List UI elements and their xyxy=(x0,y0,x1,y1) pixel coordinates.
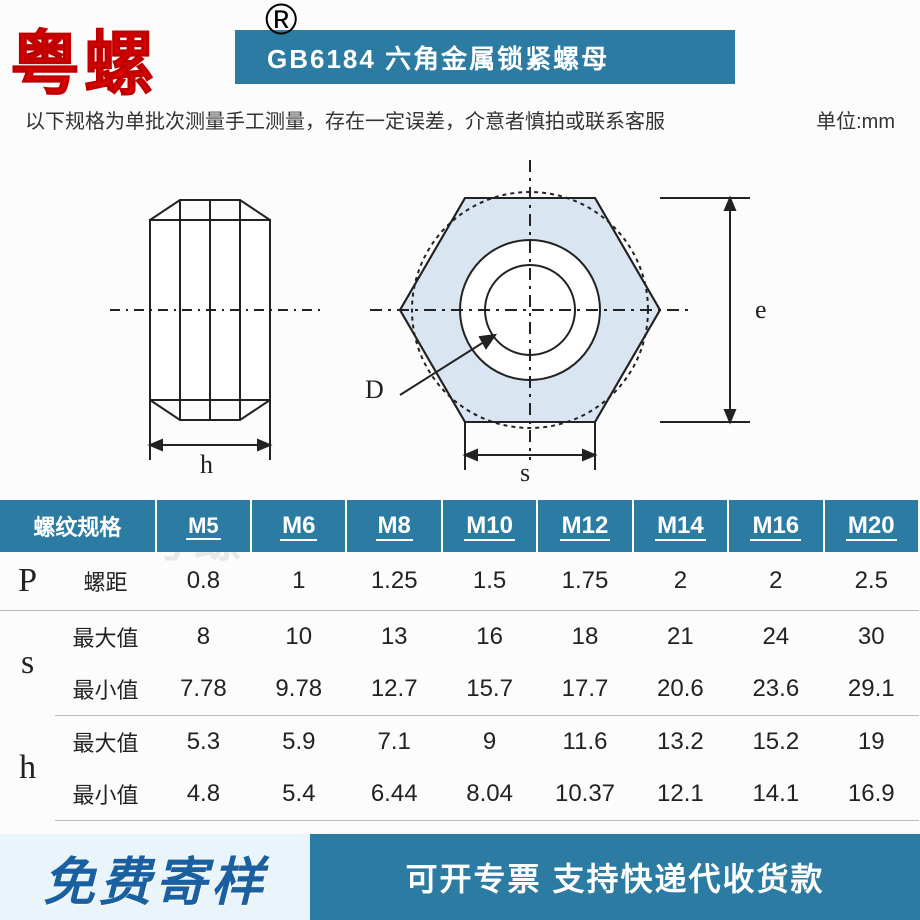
cell-value: 13 xyxy=(346,611,441,664)
cell-value: 1.25 xyxy=(346,552,441,611)
row-label: 最小值 xyxy=(55,663,155,716)
th-size: M8 xyxy=(346,500,441,552)
cell-value: 7.78 xyxy=(156,663,251,716)
page-root: 粤螺 粤螺 GB6184 六角金属锁紧螺母 粤螺 ® 以下规格为单批次测量手工测… xyxy=(0,0,920,920)
registered-mark: ® xyxy=(265,0,297,45)
cell-value: 12.1 xyxy=(633,768,728,821)
table-row: 最小值7.789.7812.715.717.720.623.629.1 xyxy=(0,663,919,716)
brand-logo-text: 粤螺 xyxy=(10,8,158,109)
cell-value: 16.9 xyxy=(824,768,919,821)
row-label: 最大值 xyxy=(55,716,155,769)
cell-value: 24 xyxy=(728,611,823,664)
cell-value: 8.04 xyxy=(442,768,537,821)
spec-table: 螺纹规格 M5 M6 M8 M10 M12 M14 M16 M20 P螺距0.8… xyxy=(0,500,920,880)
cell-value: 29.1 xyxy=(824,663,919,716)
dim-label-s: s xyxy=(520,458,530,488)
cell-value: 20.6 xyxy=(633,663,728,716)
table-row: h最大值5.35.97.1911.613.215.219 xyxy=(0,716,919,769)
note-left: 以下规格为单批次测量手工测量，存在一定误差，介意者慎拍或联系客服 xyxy=(25,111,665,133)
row-label: 最大值 xyxy=(55,611,155,664)
th-size: M10 xyxy=(442,500,537,552)
th-spec: 螺纹规格 xyxy=(0,500,156,552)
cell-value: 8 xyxy=(156,611,251,664)
cell-value: 2 xyxy=(633,552,728,611)
cell-value: 19 xyxy=(824,716,919,769)
cell-value: 10 xyxy=(251,611,346,664)
cell-value: 12.7 xyxy=(346,663,441,716)
table-head: 螺纹规格 M5 M6 M8 M10 M12 M14 M16 M20 xyxy=(0,500,919,552)
dim-label-D: D xyxy=(365,375,384,405)
cell-value: 10.37 xyxy=(537,768,632,821)
cell-value: 23.6 xyxy=(728,663,823,716)
footer-right: 可开专票 支持快递代收货款 xyxy=(310,834,920,920)
th-size: M20 xyxy=(824,500,919,552)
cell-value: 4.8 xyxy=(156,768,251,821)
spec-table-container: 螺纹规格 M5 M6 M8 M10 M12 M14 M16 M20 P螺距0.8… xyxy=(0,500,920,880)
cell-value: 21 xyxy=(633,611,728,664)
row-label: 最小值 xyxy=(55,768,155,821)
table-row: 最小值4.85.46.448.0410.3712.114.116.9 xyxy=(0,768,919,821)
cell-value: 9 xyxy=(442,716,537,769)
diagram-svg xyxy=(60,140,860,480)
th-size: M14 xyxy=(633,500,728,552)
dim-label-e: e xyxy=(755,295,767,325)
th-size: M6 xyxy=(251,500,346,552)
cell-value: 1.5 xyxy=(442,552,537,611)
row-symbol: P xyxy=(0,552,55,611)
note-line: 以下规格为单批次测量手工测量，存在一定误差，介意者慎拍或联系客服 单位:mm xyxy=(25,105,895,134)
dimension-diagram: h D s e xyxy=(60,140,860,480)
th-size: M12 xyxy=(537,500,632,552)
unit-label: 单位:mm xyxy=(816,105,895,134)
cell-value: 17.7 xyxy=(537,663,632,716)
th-size: M5 xyxy=(156,500,251,552)
table-body: P螺距0.811.251.51.75222.5s最大值8101316182124… xyxy=(0,552,919,879)
cell-value: 11.6 xyxy=(537,716,632,769)
table-row: P螺距0.811.251.51.75222.5 xyxy=(0,552,919,611)
title-bar: GB6184 六角金属锁紧螺母 xyxy=(235,30,735,84)
cell-value: 30 xyxy=(824,611,919,664)
cell-value: 18 xyxy=(537,611,632,664)
dim-label-h: h xyxy=(200,450,213,480)
row-symbol: s xyxy=(0,611,55,716)
cell-value: 16 xyxy=(442,611,537,664)
cell-value: 1 xyxy=(251,552,346,611)
footer-banner: 免费寄样 可开专票 支持快递代收货款 xyxy=(0,834,920,920)
row-symbol: h xyxy=(0,716,55,821)
cell-value: 14.1 xyxy=(728,768,823,821)
cell-value: 2 xyxy=(728,552,823,611)
table-row: s最大值810131618212430 xyxy=(0,611,919,664)
footer-left: 免费寄样 xyxy=(0,834,310,920)
th-size: M16 xyxy=(728,500,823,552)
cell-value: 7.1 xyxy=(346,716,441,769)
cell-value: 13.2 xyxy=(633,716,728,769)
cell-value: 15.2 xyxy=(728,716,823,769)
cell-value: 6.44 xyxy=(346,768,441,821)
cell-value: 0.8 xyxy=(156,552,251,611)
cell-value: 9.78 xyxy=(251,663,346,716)
cell-value: 15.7 xyxy=(442,663,537,716)
title-text: GB6184 六角金属锁紧螺母 xyxy=(267,39,609,76)
cell-value: 5.9 xyxy=(251,716,346,769)
cell-value: 5.4 xyxy=(251,768,346,821)
cell-value: 1.75 xyxy=(537,552,632,611)
cell-value: 5.3 xyxy=(156,716,251,769)
row-label: 螺距 xyxy=(55,552,155,611)
cell-value: 2.5 xyxy=(824,552,919,611)
